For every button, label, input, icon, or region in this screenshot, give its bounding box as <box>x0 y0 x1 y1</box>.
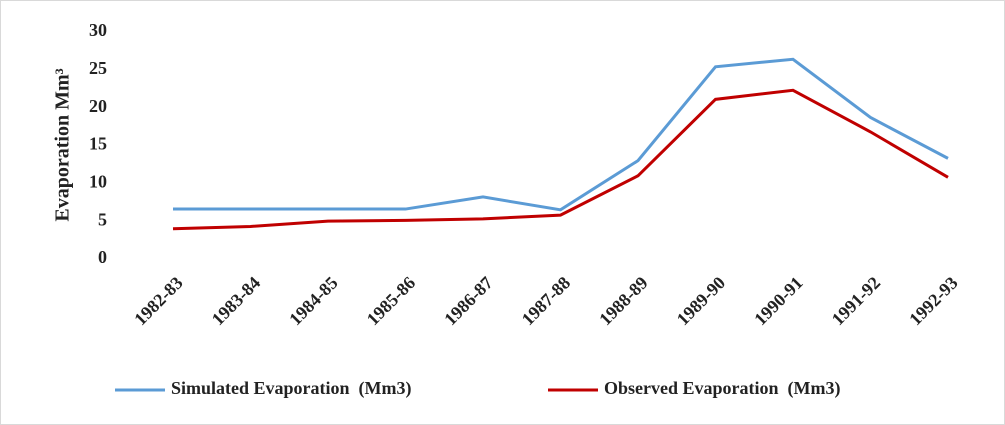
y-tick-label: 0 <box>98 247 107 267</box>
legend-label: Observed Evaporation (Mm3) <box>604 378 840 399</box>
series-line <box>173 57 949 212</box>
y-axis-label: Evaporation Mm³ <box>52 68 74 221</box>
y-tick-label: 10 <box>89 171 107 191</box>
y-tick-label: 20 <box>89 96 107 116</box>
y-tick-label: 15 <box>89 134 107 154</box>
legend-label: Simulated Evaporation (Mm3) <box>171 378 412 399</box>
y-tick-label: 5 <box>98 209 107 229</box>
series-line <box>172 88 949 231</box>
y-tick-label: 30 <box>89 20 107 40</box>
y-tick-label: 25 <box>89 58 107 78</box>
